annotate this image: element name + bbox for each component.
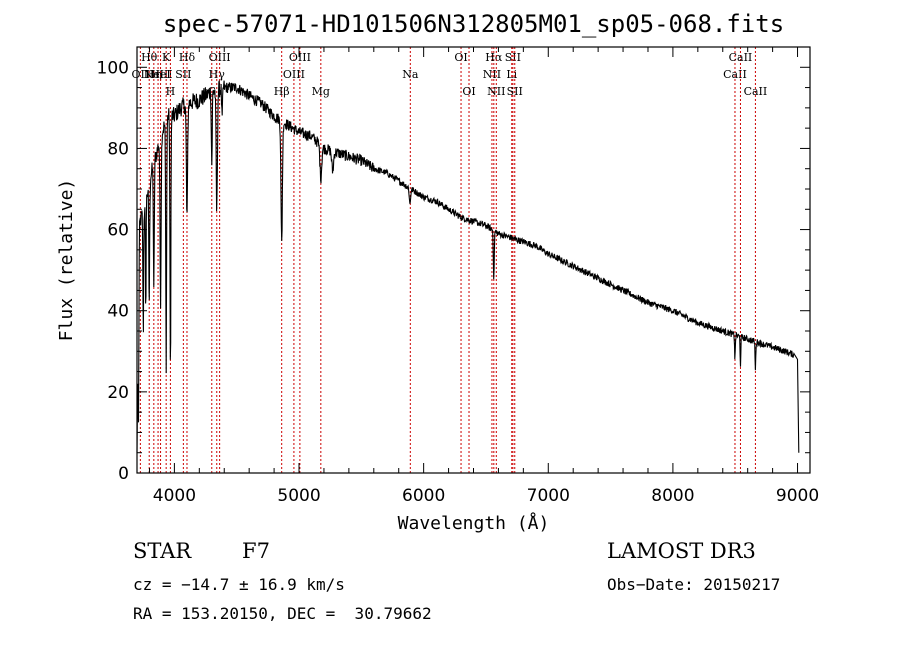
- reference-line-label: CaII: [744, 85, 768, 98]
- x-axis-label: Wavelength (Å): [398, 512, 550, 534]
- reference-line-label: OIII: [289, 51, 311, 64]
- reference-line-label: NII: [487, 85, 505, 98]
- plot-frame: [136, 46, 811, 474]
- y-tick-label: 60: [107, 221, 129, 241]
- reference-line-label: Na: [402, 68, 419, 81]
- reference-lines: OIIHθHηNeIIIHeIKHSIIHδGHγOIIIHβOIIIOIIIM…: [132, 47, 768, 473]
- x-tick-label: 9000: [776, 486, 819, 506]
- reference-line-label: Hθ: [141, 51, 158, 64]
- spectrum-line: [136, 80, 800, 453]
- reference-line-label: K: [162, 51, 171, 64]
- reference-line-label: NII: [483, 68, 501, 81]
- reference-line-label: Hβ: [274, 85, 290, 98]
- reference-line-label: OIII: [209, 51, 231, 64]
- object-subclass: F7: [242, 539, 270, 563]
- y-tick-label: 0: [118, 464, 129, 484]
- x-tick-label: 6000: [402, 486, 445, 506]
- reference-line-label: Mg: [312, 85, 330, 98]
- reference-line-label: SII: [175, 68, 191, 81]
- reference-line-label: Hα: [485, 51, 503, 64]
- reference-line-label: G: [207, 85, 216, 98]
- redshift-text: cz = −14.7 ± 16.9 km/s: [133, 575, 345, 594]
- obs-date-text: Obs−Date: 20150217: [607, 575, 781, 594]
- x-tick-label: 4000: [153, 486, 196, 506]
- reference-line-label: SII: [507, 85, 523, 98]
- reference-line-label: Hδ: [179, 51, 196, 64]
- spectrum-series: [136, 80, 800, 453]
- y-axis-label: Flux (relative): [56, 179, 77, 342]
- reference-line-label: OIII: [283, 68, 305, 81]
- reference-line-label: OI: [462, 85, 475, 98]
- coordinates-text: RA = 153.20150, DEC = 30.79662: [133, 604, 432, 623]
- survey-label: LAMOST DR3: [607, 539, 756, 563]
- axes: 4000 5000 6000 7000 8000 9000 0 20 40 60 80 100: [97, 46, 819, 506]
- reference-line-label: Li: [506, 68, 517, 81]
- reference-line-label: CaII: [729, 51, 753, 64]
- reference-line-label: SII: [505, 51, 521, 64]
- reference-line-label: OII: [132, 68, 150, 81]
- object-class: STAR: [133, 539, 192, 563]
- reference-line-label: OI: [454, 51, 467, 64]
- chart-title: spec-57071-HD101506N312805M01_sp05-068.f…: [163, 10, 784, 38]
- reference-line-label: Hγ: [209, 68, 226, 81]
- reference-line-label: CaII: [723, 68, 747, 81]
- x-tick-label: 7000: [527, 486, 570, 506]
- reference-line-label: H: [166, 85, 176, 98]
- y-tick-label: 20: [107, 383, 129, 403]
- y-tick-label: 80: [107, 139, 129, 159]
- y-tick-label: 40: [107, 302, 129, 322]
- reference-line-label: HeI: [150, 68, 170, 81]
- x-tick-label: 5000: [277, 486, 320, 506]
- reference-line-label: NeIII: [143, 68, 172, 81]
- y-tick-label: 100: [97, 58, 129, 78]
- x-tick-label: 8000: [651, 486, 694, 506]
